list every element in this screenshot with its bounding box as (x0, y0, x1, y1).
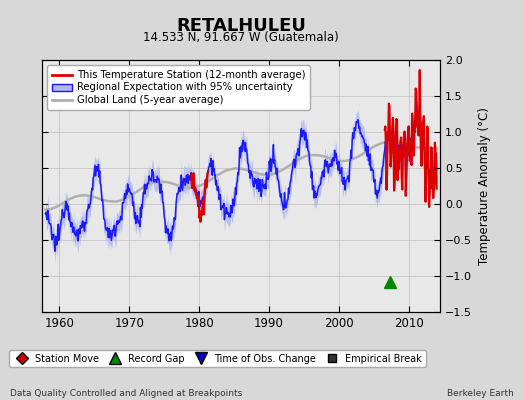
Text: 14.533 N, 91.667 W (Guatemala): 14.533 N, 91.667 W (Guatemala) (143, 32, 339, 44)
Legend: Station Move, Record Gap, Time of Obs. Change, Empirical Break: Station Move, Record Gap, Time of Obs. C… (9, 350, 425, 367)
Text: RETALHULEU: RETALHULEU (176, 17, 306, 35)
Text: Berkeley Earth: Berkeley Earth (447, 389, 514, 398)
Text: Data Quality Controlled and Aligned at Breakpoints: Data Quality Controlled and Aligned at B… (10, 389, 243, 398)
Y-axis label: Temperature Anomaly (°C): Temperature Anomaly (°C) (477, 107, 490, 265)
